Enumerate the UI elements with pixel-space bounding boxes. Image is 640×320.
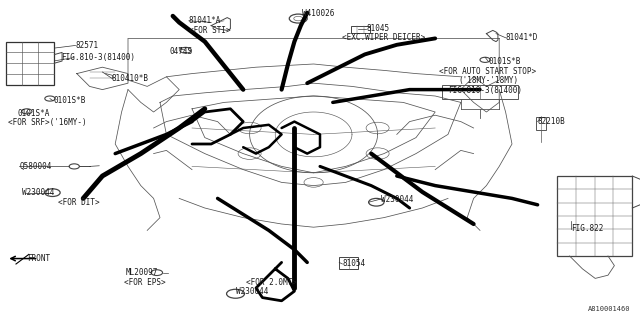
Bar (442, 85, 518, 99)
Text: FIG.822: FIG.822 (571, 224, 604, 233)
Text: W230044: W230044 (22, 188, 55, 197)
Text: 81045: 81045 (366, 24, 389, 33)
Text: 0101S*B: 0101S*B (488, 57, 521, 66)
Text: ML20097: ML20097 (126, 268, 159, 277)
Text: 81054: 81054 (342, 260, 365, 268)
Text: 810410*B: 810410*B (112, 74, 149, 83)
Bar (557, 176, 632, 256)
Text: <FOR DIT>: <FOR DIT> (58, 198, 99, 207)
Text: W230044: W230044 (381, 195, 413, 204)
Text: Q580004: Q580004 (19, 162, 52, 171)
Bar (536, 117, 546, 130)
Text: 0101S*B: 0101S*B (53, 96, 86, 105)
Text: <FOR EPS>: <FOR EPS> (124, 278, 165, 287)
Text: W410026: W410026 (302, 9, 335, 18)
Text: FIG.810-3(81400): FIG.810-3(81400) (61, 53, 135, 62)
Bar (351, 26, 370, 33)
Text: 0101S*A: 0101S*A (18, 109, 51, 118)
Text: 82571: 82571 (76, 41, 99, 50)
Bar (6, 42, 54, 85)
Text: FRONT: FRONT (27, 254, 50, 263)
Text: <FOR 2.0MT>: <FOR 2.0MT> (246, 278, 297, 287)
Text: <EXC.WIPER DEICER>: <EXC.WIPER DEICER> (342, 33, 426, 42)
Text: <FOR STI>: <FOR STI> (189, 26, 230, 35)
Bar (339, 257, 358, 269)
Text: ('18MY-'18MY): ('18MY-'18MY) (458, 76, 518, 85)
Text: <FOR AUTO START STOP>: <FOR AUTO START STOP> (439, 68, 536, 76)
Text: 81041*D: 81041*D (506, 33, 538, 42)
Text: W230044: W230044 (236, 287, 268, 296)
Text: A810001460: A810001460 (588, 306, 630, 312)
Text: 82210B: 82210B (538, 117, 565, 126)
Text: FIG.810-3(81400): FIG.810-3(81400) (448, 86, 522, 95)
Text: <FOR SRF>('16MY-): <FOR SRF>('16MY-) (8, 118, 87, 127)
Text: 81041*A: 81041*A (189, 16, 221, 25)
Text: 0474S: 0474S (170, 47, 193, 56)
